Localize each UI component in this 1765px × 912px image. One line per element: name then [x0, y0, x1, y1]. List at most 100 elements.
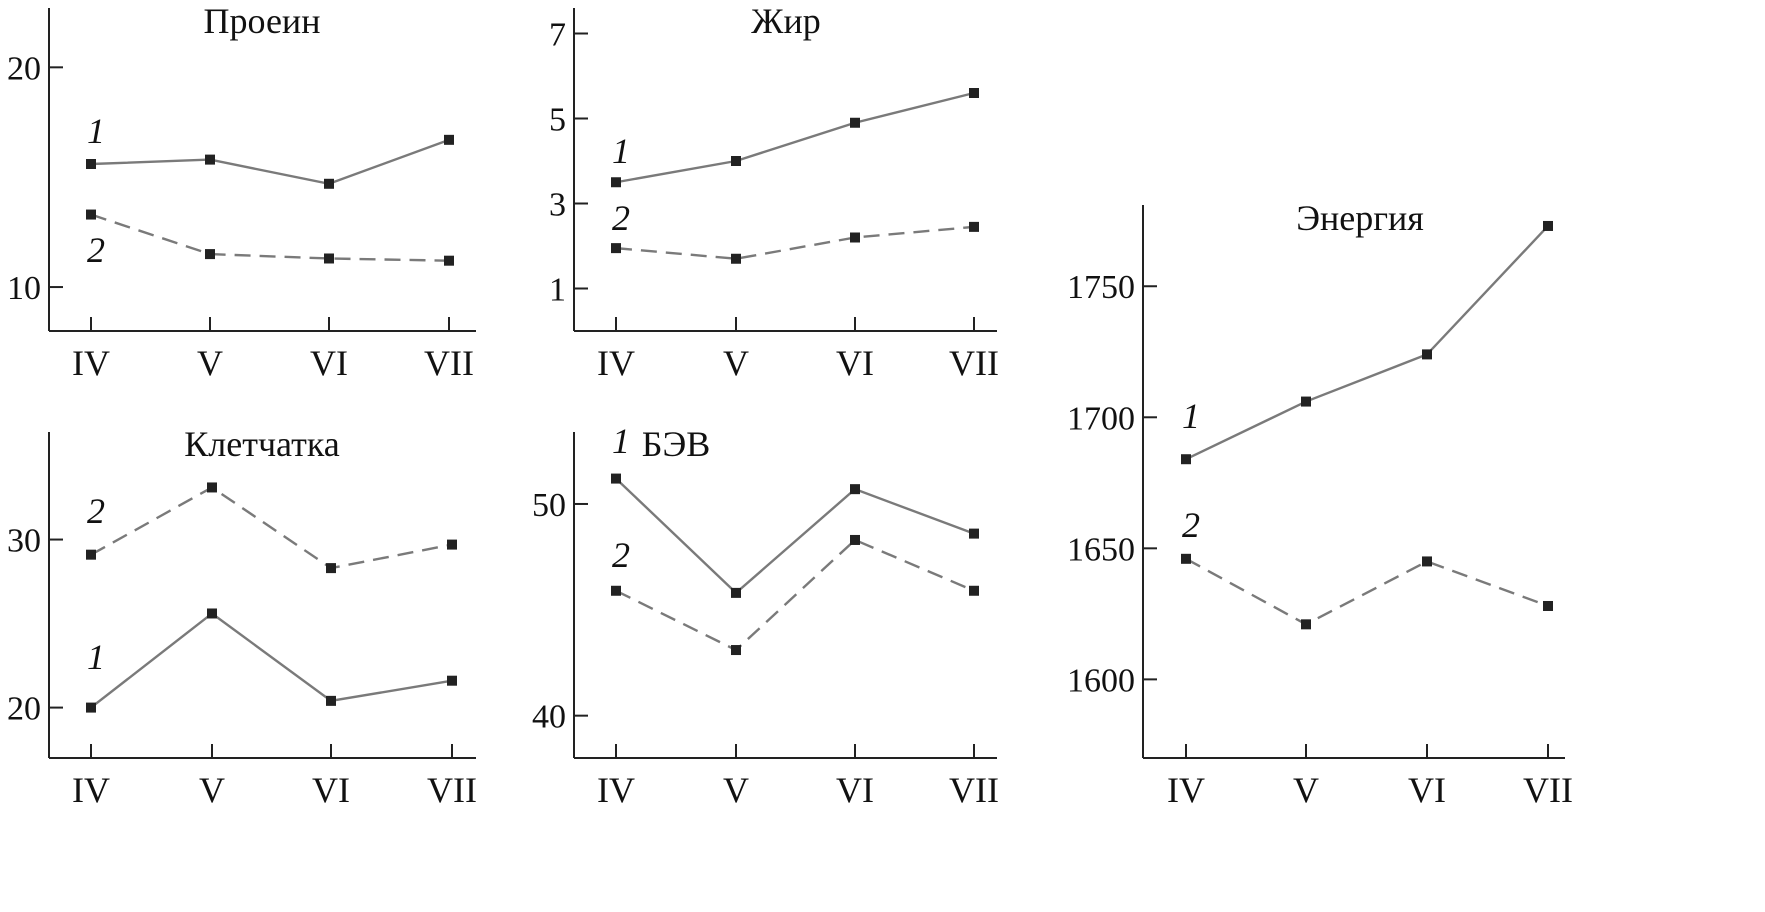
data-point: [86, 159, 96, 170]
series-1-line: [615, 477, 975, 595]
y-tick-label: 1750: [1067, 269, 1135, 306]
x-tick-label: V: [723, 343, 749, 383]
series-1-line: [90, 611, 453, 709]
series-2-line: [615, 225, 975, 260]
series-label: 1: [612, 131, 630, 171]
series-1-line: [615, 91, 975, 184]
data-point: [731, 645, 741, 656]
x-tick-label: V: [1293, 770, 1319, 810]
x-tick-label: VI: [312, 770, 350, 810]
data-point: [86, 549, 96, 560]
data-point: [444, 134, 454, 145]
y-tick-label: 1650: [1067, 531, 1135, 568]
y-tick-label: 20: [7, 691, 41, 728]
x-tick-label: VII: [949, 770, 999, 810]
data-point: [731, 156, 741, 166]
data-point: [324, 178, 334, 189]
data-point: [969, 88, 979, 98]
data-point: [207, 608, 217, 619]
data-point: [86, 209, 96, 220]
data-point: [444, 255, 454, 266]
data-point: [326, 563, 336, 574]
chart-panel-5: 40 50 IV V VI VII БЭВ 1 2: [532, 421, 999, 810]
series-label: 1: [1182, 396, 1200, 436]
chart-panel-1: 10 20 IV V VI VII Проеин 1 2: [7, 1, 476, 383]
series-label: 1: [87, 111, 105, 151]
series-2-line: [90, 486, 453, 570]
x-tick-label: VI: [836, 343, 874, 383]
x-tick-label: V: [723, 770, 749, 810]
x-tick-label: V: [199, 770, 225, 810]
series-label: 2: [87, 230, 105, 270]
data-point: [1181, 553, 1191, 564]
data-point: [326, 695, 336, 706]
chart-title: Проеин: [204, 1, 321, 41]
y-tick-label: 1600: [1067, 662, 1135, 699]
data-point: [611, 177, 621, 188]
data-point: [969, 221, 979, 232]
data-point: [447, 675, 457, 686]
y-tick-label: 1: [549, 272, 566, 309]
data-point: [207, 482, 217, 493]
x-tick-label: VI: [310, 343, 348, 383]
series-label: 2: [612, 535, 630, 575]
y-tick-label: 7: [549, 17, 566, 54]
data-point: [1422, 349, 1432, 360]
data-point: [850, 232, 860, 243]
data-point: [1543, 220, 1553, 231]
data-point: [1181, 454, 1191, 465]
x-tick-label: VII: [949, 343, 999, 383]
y-tick-label: 10: [7, 270, 41, 307]
chart-panel-2: 1 3 5 7 IV V VI VII Жир 1 2: [549, 1, 999, 383]
x-tick-label: IV: [72, 770, 110, 810]
data-point: [611, 473, 621, 484]
data-point: [1543, 600, 1553, 611]
y-tick-label: 5: [549, 102, 566, 139]
chart-panel-3: 1600 1650 1700 1750 IV V VI VII Энергия 1 2: [1067, 198, 1573, 810]
x-tick-label: IV: [597, 343, 635, 383]
data-point: [205, 154, 215, 165]
y-tick-label: 40: [532, 699, 566, 736]
data-point: [611, 585, 621, 596]
x-tick-label: VII: [424, 343, 474, 383]
data-point: [1422, 556, 1432, 567]
data-point: [1301, 396, 1311, 407]
y-tick-label: 3: [549, 187, 566, 224]
y-tick-label: 20: [7, 50, 41, 87]
series-label: 2: [612, 198, 630, 238]
y-tick-label: 30: [7, 523, 41, 560]
data-point: [447, 539, 457, 550]
data-point: [205, 249, 215, 260]
data-point: [969, 528, 979, 539]
series-1-line: [1185, 225, 1549, 461]
series-label: 2: [87, 491, 105, 531]
x-tick-label: VI: [836, 770, 874, 810]
x-tick-label: V: [197, 343, 223, 383]
x-tick-label: VI: [1408, 770, 1446, 810]
series-2-line: [615, 538, 975, 652]
series-label: 2: [1182, 505, 1200, 545]
data-point: [850, 484, 860, 495]
chart-title: БЭВ: [642, 424, 710, 464]
chart-panel-4: 20 30 IV V VI VII Клетчатка 1 2: [7, 424, 477, 810]
chart-title: Жир: [751, 1, 821, 41]
data-point: [86, 702, 96, 713]
data-point: [969, 585, 979, 596]
chart-title: Энергия: [1296, 198, 1424, 238]
data-point: [731, 587, 741, 598]
series-2-line: [90, 213, 450, 262]
chart-title: Клетчатка: [184, 424, 340, 464]
y-tick-label: 50: [532, 487, 566, 524]
data-point: [324, 253, 334, 264]
data-point: [850, 117, 860, 128]
x-tick-label: IV: [72, 343, 110, 383]
x-tick-label: IV: [597, 770, 635, 810]
x-tick-label: VII: [427, 770, 477, 810]
y-tick-label: 1700: [1067, 400, 1135, 437]
series-2-line: [1185, 557, 1549, 626]
data-point: [611, 243, 621, 254]
data-point: [731, 253, 741, 264]
data-point: [1301, 619, 1311, 630]
x-tick-label: IV: [1167, 770, 1205, 810]
